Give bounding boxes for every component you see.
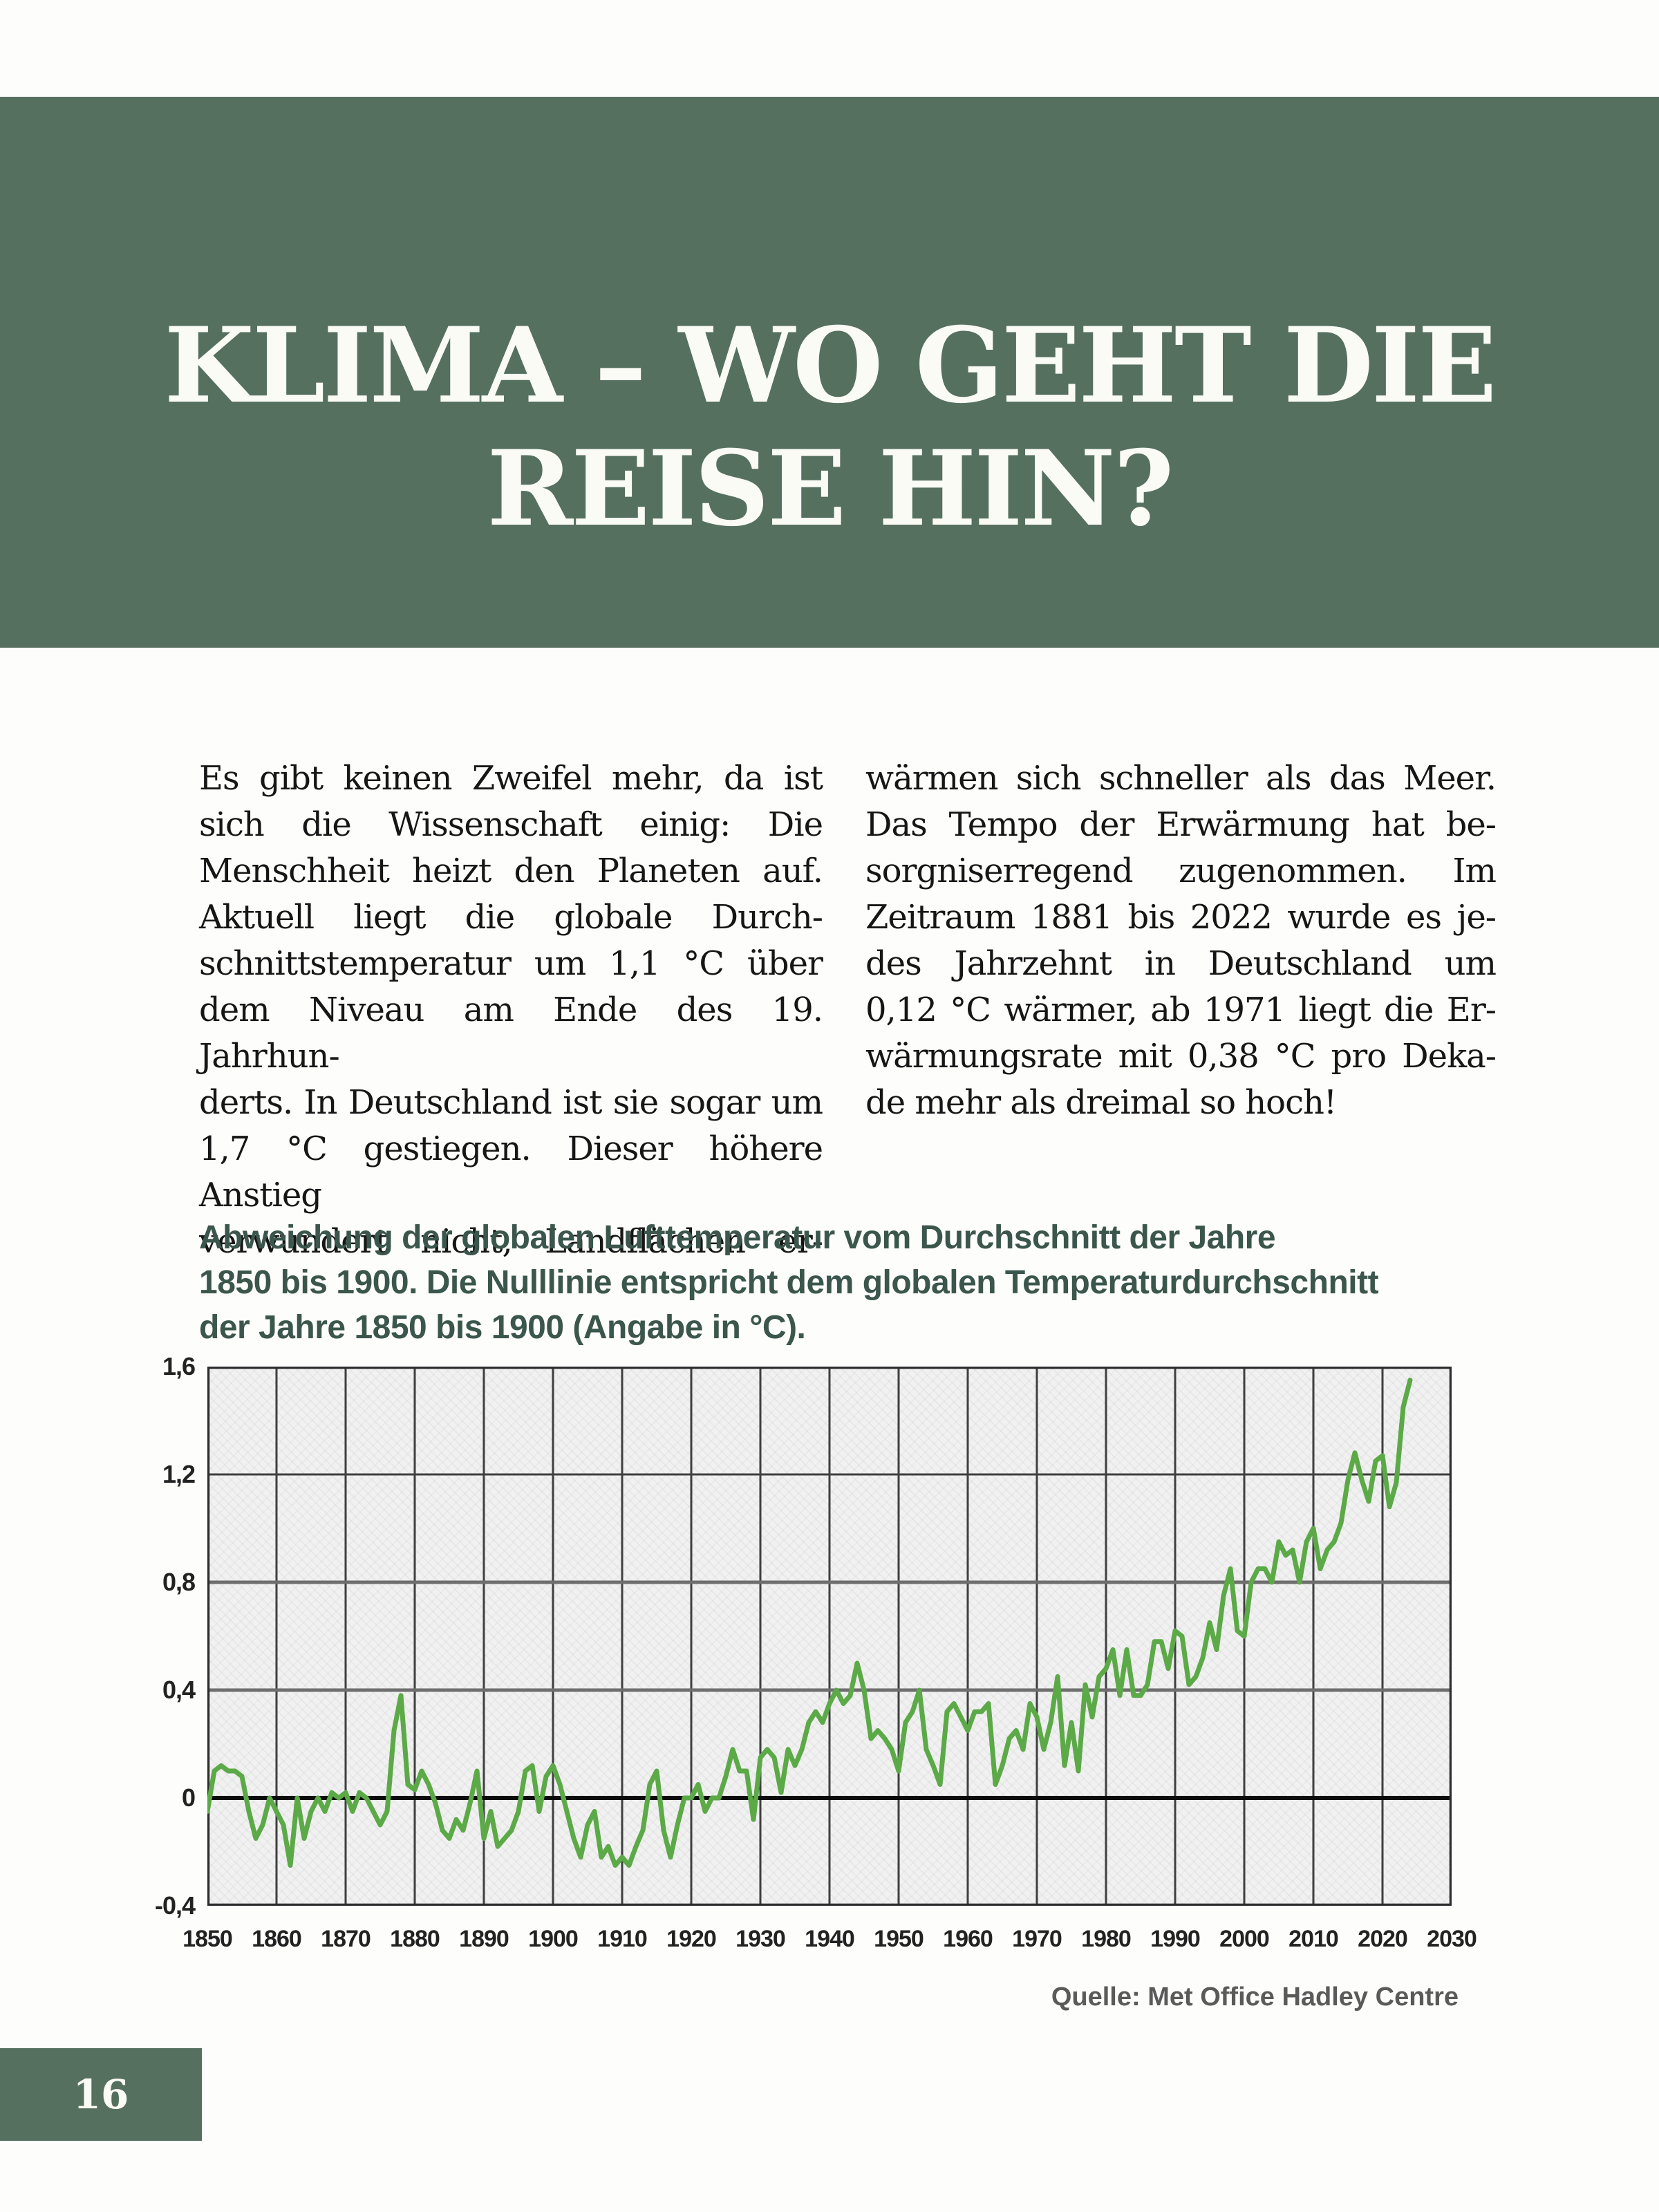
plot-border (207, 1367, 1452, 1906)
temperature-line (207, 1378, 1413, 1868)
y-tick-label: 1,2 (162, 1460, 196, 1488)
x-tick-label: 1980 (1081, 1926, 1132, 1952)
source-credit: Quelle: Met Office Hadley Centre (1051, 1983, 1459, 2012)
x-tick-label: 1930 (735, 1926, 786, 1952)
x-tick-label: 2000 (1219, 1926, 1270, 1952)
y-tick-label: -0,4 (154, 1891, 196, 1920)
text-line: Aktuell liegt die globale Durch- (199, 898, 823, 937)
y-tick-label: 0,8 (162, 1568, 196, 1596)
text-line: 0,12 °C wärmer, ab 1971 liegt die Er- (865, 991, 1497, 1029)
x-tick-label: 1850 (182, 1926, 233, 1952)
text-line: sorgniserregend zugenommen. Im (865, 852, 1497, 890)
temperature-chart (207, 1367, 1452, 1906)
x-tick-label: 2030 (1427, 1926, 1477, 1952)
text-line: derts. In Deutschland ist sie sogar um (199, 1083, 823, 1122)
page-number-box: 16 (0, 2048, 202, 2141)
text-line: 1,7 °C gestiegen. Dieser höhere Anstieg (199, 1130, 823, 1215)
text-line: wärmen sich schneller als das Meer. (865, 759, 1497, 798)
text-line: schnittstemperatur um 1,1 °C über (199, 944, 823, 983)
x-tick-label: 1880 (390, 1926, 440, 1952)
x-tick-label: 1950 (874, 1926, 924, 1952)
temperature-chart-canvas (207, 1367, 1452, 1906)
page-number: 16 (73, 2071, 129, 2118)
x-tick-label: 1890 (459, 1926, 509, 1952)
x-tick-label: 2010 (1288, 1926, 1339, 1952)
x-tick-label: 2020 (1358, 1926, 1408, 1952)
text-line: wärmungsrate mit 0,38 °C pro Deka- (865, 1037, 1497, 1076)
x-tick-label: 1920 (666, 1926, 717, 1952)
y-tick-label: 1,6 (162, 1352, 196, 1380)
text-line: de mehr als dreimal so hoch! (865, 1083, 1337, 1122)
text-line: Menschheit heizt den Planeten auf. (199, 852, 823, 890)
x-tick-label: 1910 (597, 1926, 648, 1952)
y-tick-label: 0,4 (162, 1676, 196, 1704)
x-tick-label: 1990 (1150, 1926, 1201, 1952)
text-column-right: wärmen sich schneller als das Meer. Das T… (865, 756, 1497, 1126)
x-tick-label: 1960 (943, 1926, 993, 1952)
text-line: Es gibt keinen Zweifel mehr, da ist (199, 759, 823, 798)
text-line: sich die Wissenschaft einig: Die (199, 805, 823, 844)
figure-caption: Abweichung der globalen Lufttemperatur v… (199, 1219, 1379, 1346)
text-line: Das Tempo der Erwärmung hat be- (865, 805, 1497, 844)
text-line: Zeitraum 1881 bis 2022 wurde es je- (865, 898, 1497, 937)
x-tick-label: 1900 (528, 1926, 579, 1952)
x-tick-label: 1940 (805, 1926, 855, 1952)
x-tick-label: 1860 (252, 1926, 302, 1952)
page-title: KLIMA – WO GEHT DIE REISE HIN? (164, 305, 1497, 550)
text-line: des Jahrzehnt in Deutschland um (865, 944, 1497, 983)
x-tick-label: 1870 (321, 1926, 371, 1952)
y-tick-label: 0 (181, 1783, 196, 1812)
text-line: verwundert nicht, Landflächen er- (199, 1222, 823, 1261)
text-line: dem Niveau am Ende des 19. Jahrhun- (199, 991, 823, 1076)
header-band: KLIMA – WO GEHT DIE REISE HIN? (0, 97, 1659, 648)
text-column-left: Es gibt keinen Zweifel mehr, da ist sich … (199, 756, 823, 1265)
x-tick-label: 1970 (1012, 1926, 1062, 1952)
